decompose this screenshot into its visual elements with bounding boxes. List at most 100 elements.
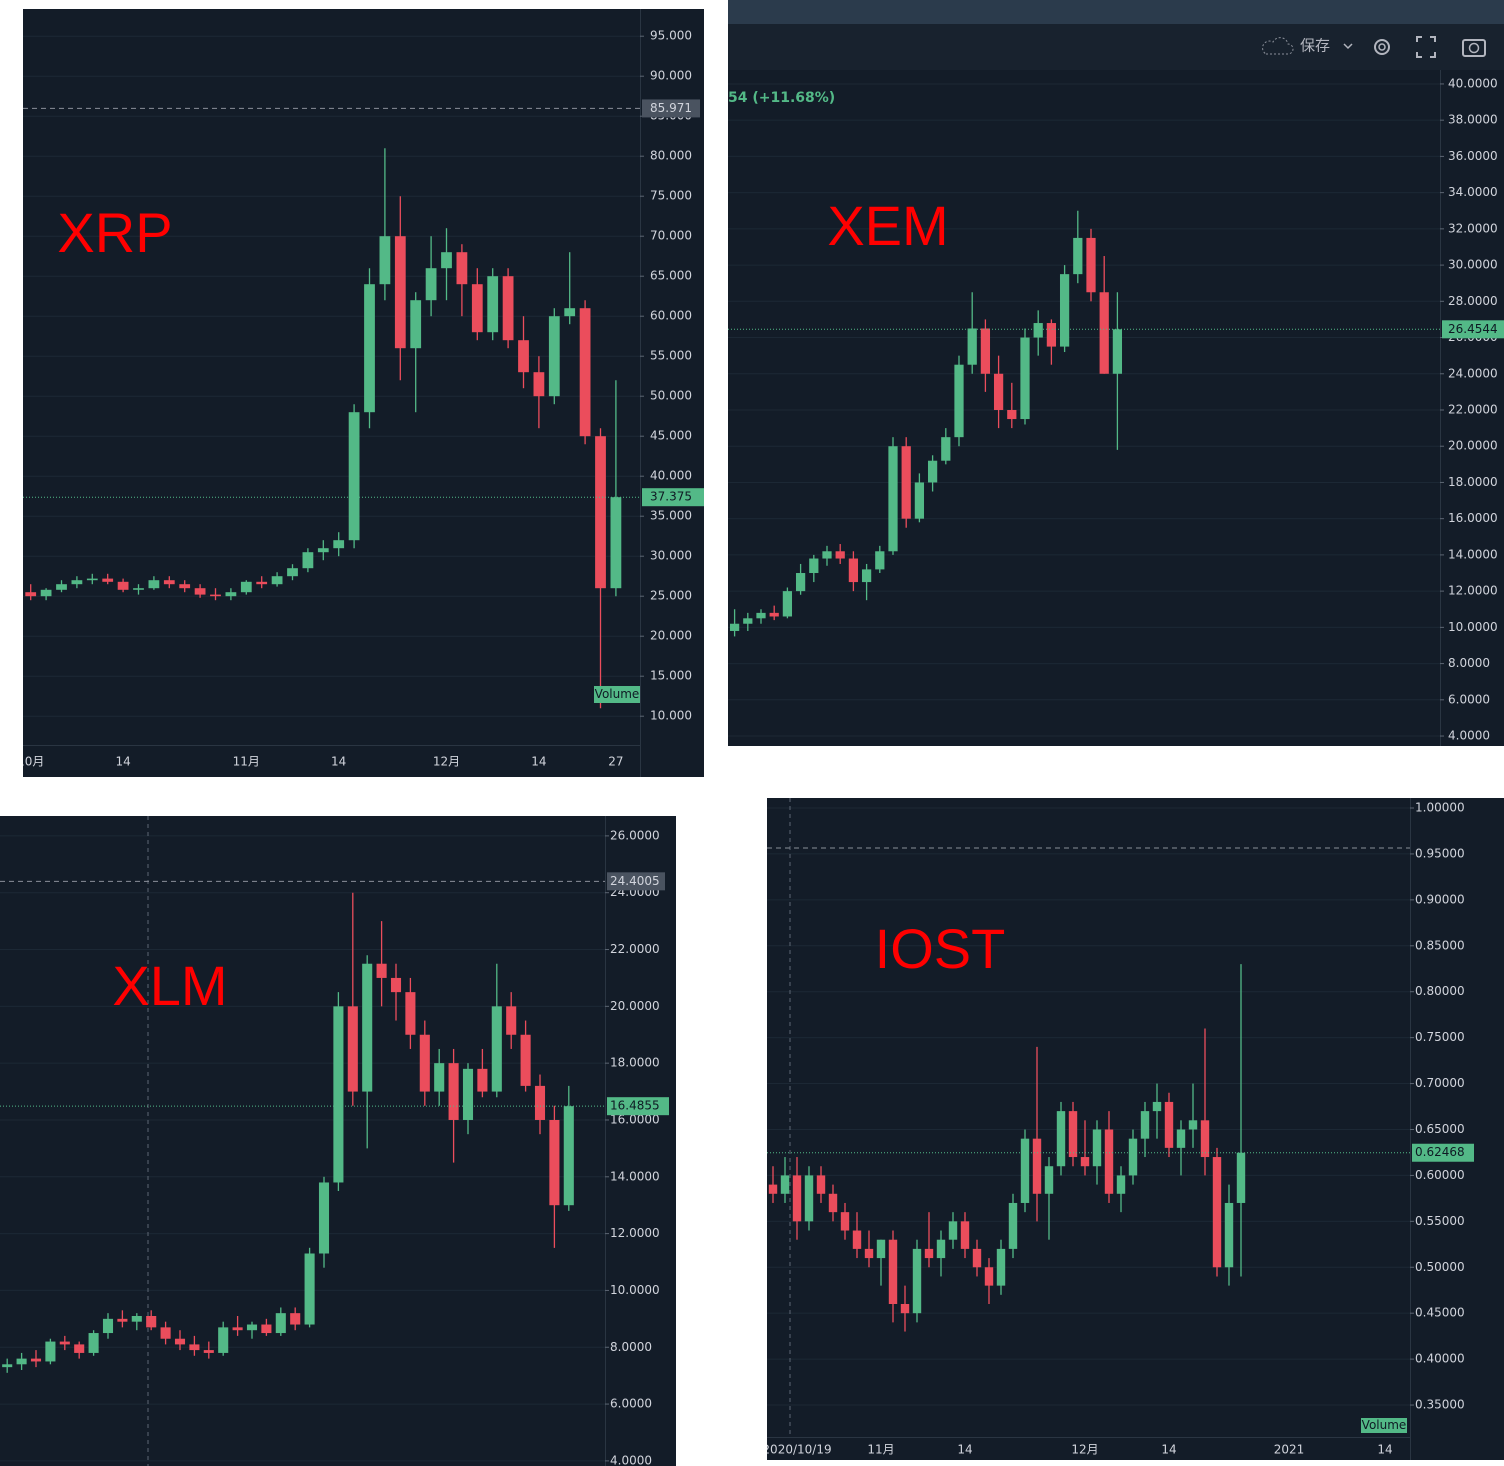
settings-icon[interactable] — [1374, 39, 1390, 55]
y-tick-label: 16.0000 — [610, 1112, 660, 1126]
y-tick-label: 30.000 — [650, 549, 692, 563]
last-price-box — [1412, 1143, 1474, 1162]
x-tick-label: 14 — [1161, 1443, 1176, 1457]
y-tick-label: 40.0000 — [1448, 76, 1498, 90]
candle-body — [852, 1230, 862, 1249]
y-tick-label: 14.0000 — [1448, 547, 1498, 561]
y-tick-label: 40.000 — [650, 469, 692, 483]
fullscreen-icon[interactable] — [1416, 36, 1436, 58]
candle-body — [804, 1175, 814, 1222]
candle-body — [936, 1239, 946, 1259]
y-tick-label: 20.000 — [650, 629, 692, 643]
y-tick-label: 0.50000 — [1415, 1260, 1465, 1274]
candle-body — [835, 551, 845, 559]
y-tick-label: 20.0000 — [610, 999, 660, 1013]
candle-body — [394, 236, 406, 349]
y-tick-label: 22.0000 — [610, 942, 660, 956]
y-tick-label: 4.0000 — [1448, 729, 1490, 743]
candle-body — [30, 1358, 42, 1362]
x-tick-label: 11月 — [867, 1443, 894, 1457]
candle-body — [1086, 237, 1096, 293]
candle-body — [534, 1085, 546, 1120]
last-price-label: 37.375 — [650, 490, 692, 504]
candle-body — [518, 340, 529, 373]
x-tick-label: 14 — [115, 755, 130, 769]
candle-body — [901, 446, 911, 519]
candle-body — [246, 1324, 258, 1331]
candle-body — [290, 1313, 301, 1325]
reference-label-box — [607, 872, 665, 891]
candle-body — [1007, 409, 1017, 420]
y-tick-label: 0.80000 — [1415, 984, 1465, 998]
candle-body — [828, 1193, 838, 1213]
candle-body — [379, 236, 391, 285]
candle-body — [1073, 237, 1083, 275]
candle-body — [1008, 1202, 1018, 1249]
cloud-icon[interactable] — [1262, 37, 1294, 55]
y-tick-label: 12.0000 — [610, 1226, 660, 1240]
toolbar — [728, 24, 1504, 70]
y-tick-label: 16.0000 — [1448, 511, 1498, 525]
camera-lens — [1468, 42, 1480, 54]
camera-icon[interactable] — [1462, 39, 1486, 57]
candle-body — [1080, 1157, 1090, 1167]
reference-label: 85.971 — [650, 101, 692, 115]
y-tick-label: 30.0000 — [1448, 258, 1498, 272]
candle-body — [1046, 323, 1057, 347]
candle-body — [1224, 1202, 1234, 1268]
y-tick-label: 0.70000 — [1415, 1076, 1465, 1090]
chart-title: XRP — [57, 201, 172, 264]
y-tick-label: 18.0000 — [1448, 475, 1498, 489]
y-tick-label: 15.000 — [650, 669, 692, 683]
candle-body — [888, 1239, 898, 1305]
candle-body — [88, 1333, 99, 1353]
candle-body — [71, 580, 83, 585]
candle-body — [477, 1068, 488, 1092]
y-tick-label: 25.000 — [650, 589, 692, 603]
candle-body — [148, 580, 160, 589]
candle-body — [487, 276, 499, 333]
save-button[interactable]: 保存 — [1300, 37, 1330, 55]
save-menu-arrow[interactable] — [1343, 43, 1353, 50]
x-tick-label: 12月 — [1071, 1443, 1098, 1457]
candle-body — [491, 1006, 502, 1092]
candle-body — [993, 373, 1004, 410]
candle-body — [1104, 1129, 1114, 1194]
candle-body — [1188, 1120, 1198, 1130]
chart-title: XEM — [827, 194, 948, 257]
x-tick-label: 11月 — [233, 755, 260, 769]
candle-body — [225, 592, 237, 597]
candle-body — [59, 1341, 70, 1345]
candle-body — [362, 963, 373, 1092]
y-tick-label: 45.000 — [650, 429, 692, 443]
candle-body — [1128, 1138, 1138, 1176]
top-bar — [728, 0, 1504, 24]
candle-body — [410, 300, 422, 349]
candle-body — [1176, 1129, 1186, 1148]
candle-body — [980, 328, 991, 374]
y-tick-label: 90.000 — [650, 69, 692, 83]
reference-label: 24.4005 — [610, 874, 660, 888]
candle-body — [769, 612, 779, 617]
candle-body — [174, 1338, 186, 1345]
candle-body — [232, 1327, 243, 1331]
candle-body — [348, 412, 360, 541]
last-price-label: 0.62468 — [1415, 1145, 1465, 1159]
y-tick-label: 4.0000 — [610, 1453, 652, 1466]
candle-body — [549, 1119, 560, 1206]
candle-body — [441, 252, 452, 269]
y-tick-label: 26.0000 — [610, 828, 660, 842]
y-tick-label: 0.40000 — [1415, 1352, 1465, 1366]
candle-body — [1164, 1101, 1174, 1148]
candle-body — [840, 1212, 850, 1231]
xrp-panel: 10.000 15.000 20.000 25.000 30.000 35.000 40.0… — [23, 9, 704, 777]
x-tick-label: 10月 — [23, 755, 44, 769]
last-price-label: 26.4544 — [1448, 322, 1498, 336]
candle-body — [189, 1344, 200, 1351]
x-tick-label: 2021 — [1274, 1443, 1305, 1457]
y-tick-label: 10.0000 — [610, 1283, 660, 1297]
candle-body — [782, 591, 793, 617]
candle-body — [456, 252, 468, 285]
candle-body — [900, 1304, 910, 1314]
